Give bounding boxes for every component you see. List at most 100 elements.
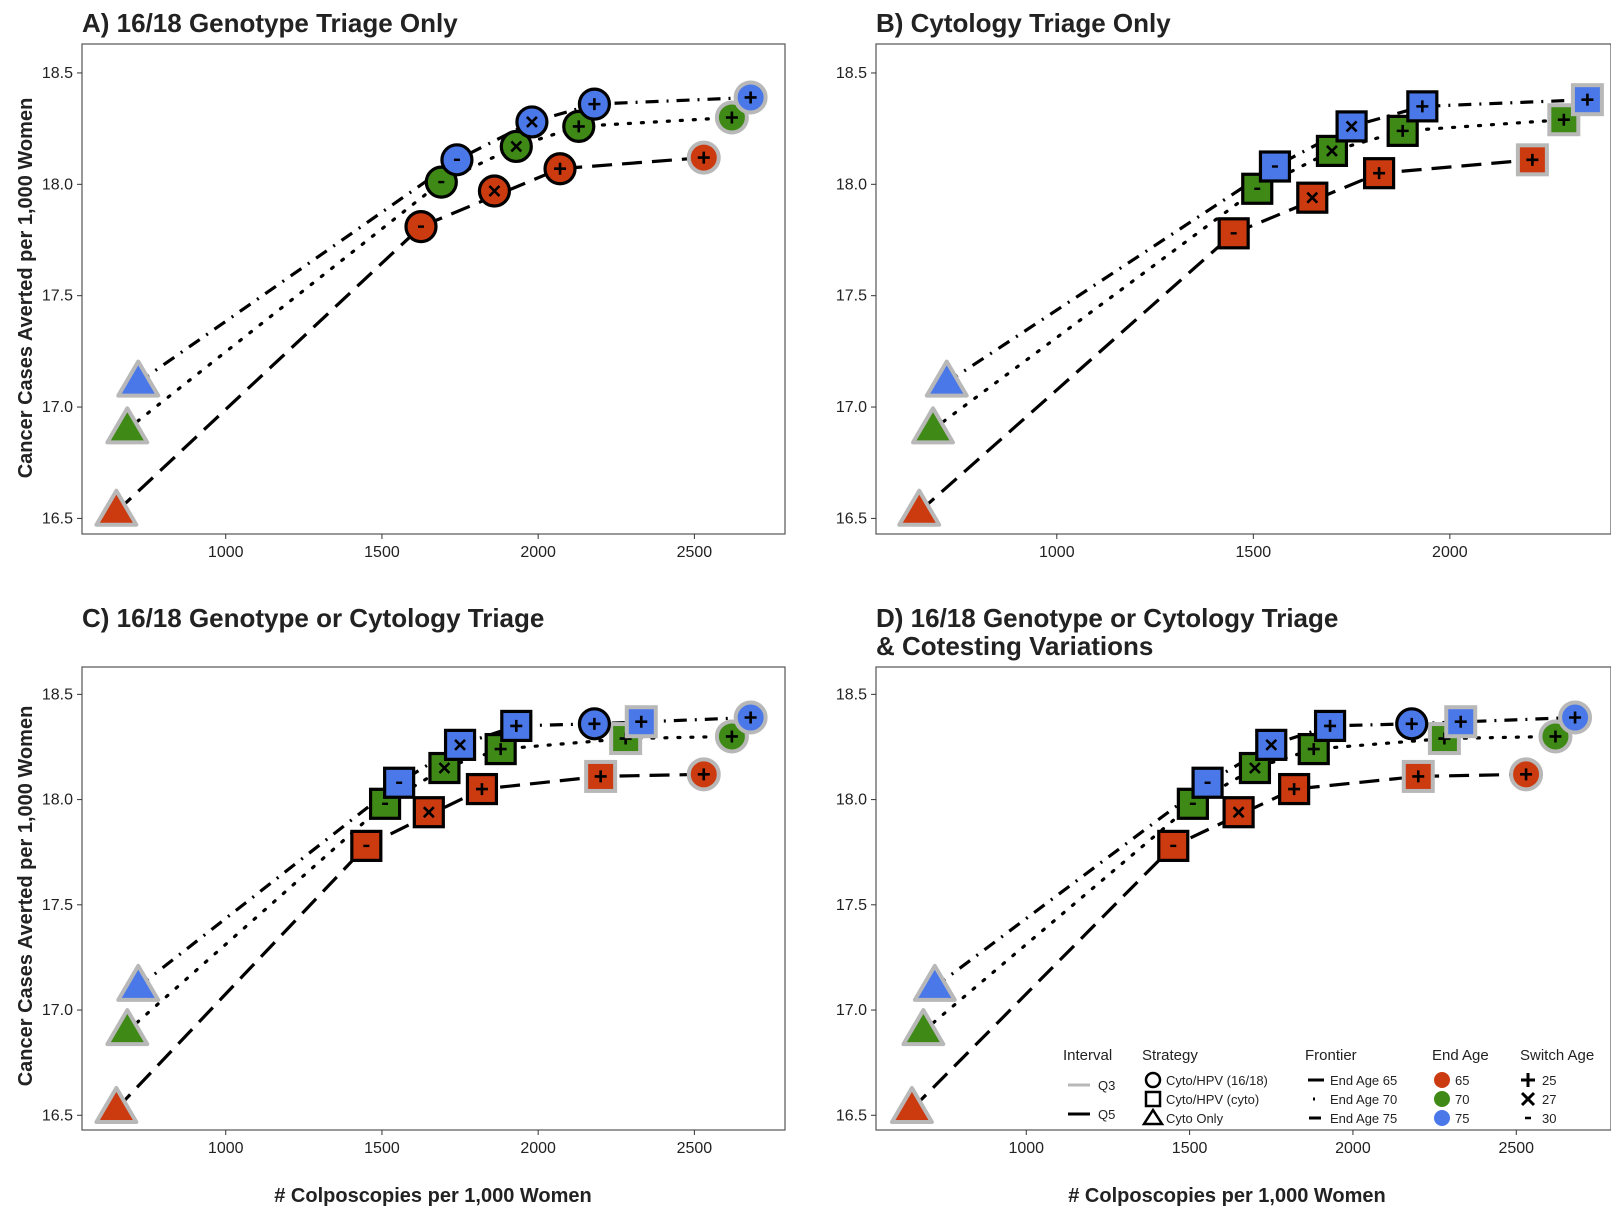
switch-age-25-plus-icon: [588, 98, 601, 111]
x-axis-label-left: # Colposcopies per 1,000 Women: [274, 1185, 592, 1207]
panel-d-title: D) 16/18 Genotype or Cytology Triage: [876, 603, 1338, 633]
point-triangle-end-age-75: [116, 963, 161, 1002]
panel-a-y-tick-label: 17.0: [42, 399, 73, 416]
frontier-line-end-age-65: [910, 772, 1527, 1111]
point-square-end-age-75: [1570, 83, 1604, 117]
panel-c: 1000 1500 2000 2500 16.5 17.0 17.5 18.0 18.5: [42, 666, 786, 1157]
point-triangle-end-age-75: [116, 359, 161, 398]
panel-d-x-tick-label: 1500: [1172, 1140, 1208, 1157]
switch-age-25-plus-icon: [725, 730, 738, 743]
panel-a-plot-area: [94, 80, 768, 527]
panel-a-x-tick-label: 1000: [208, 544, 244, 561]
switch-age-25-plus-icon: [475, 783, 488, 796]
point-triangle-end-age-70: [911, 406, 955, 445]
switch-age-25-plus-icon: [1454, 715, 1467, 728]
point-square-end-age-65: [584, 759, 618, 793]
panel-b-x-tick-label: 1500: [1236, 544, 1272, 561]
panel-c-x-tick-label: 2000: [520, 1140, 556, 1157]
switch-age-25-plus-icon: [1416, 100, 1429, 113]
switch-age-27-cross-icon: [1326, 144, 1338, 157]
switch-age-25-plus-icon: [697, 151, 710, 164]
switch-age-25-plus-icon: [510, 719, 523, 732]
legend-interval-q5: Q5: [1098, 1107, 1115, 1122]
switch-age-25-plus-icon: [1373, 167, 1386, 180]
point-square-end-age-75: [1335, 110, 1368, 143]
panel-b: 1000 1500 2000 16.5 17.0 17.5 18.0 18.5: [836, 43, 1611, 561]
switch-age-27-cross-icon: [422, 806, 435, 819]
panel-c-y-tick-label: 18.0: [42, 792, 73, 809]
panel-b-y-tick-label: 17.5: [836, 288, 867, 305]
legend-strategy-title: Strategy: [1142, 1047, 1198, 1064]
panel-d-y-tick-label: 18.5: [836, 686, 867, 703]
y-axis-label-top: Cancer Cases Averted per 1,000 Women: [15, 98, 37, 479]
panel-a-x-tick-label: 2500: [677, 544, 713, 561]
legend-end-age-65-swatch: [1434, 1072, 1450, 1088]
point-triangle-end-age-65: [94, 488, 139, 527]
legend-frontier-75: End Age 75: [1330, 1111, 1397, 1126]
legend-end-age-70: 70: [1455, 1092, 1469, 1107]
frontier-line-end-age-65: [115, 156, 704, 513]
switch-age-25-plus-icon: [635, 715, 648, 728]
panel-d-y-tick-label: 17.0: [836, 1002, 867, 1019]
panel-a-y-tick-label: 18.5: [42, 65, 73, 82]
point-triangle-end-age-65: [897, 488, 942, 527]
frontier-line-end-age-75: [945, 98, 1588, 384]
legend-strategy-cyto-only: Cyto Only: [1166, 1111, 1224, 1126]
panel-d-x-tick-label: 2500: [1498, 1140, 1534, 1157]
switch-age-25-plus-icon: [554, 162, 567, 175]
switch-age-25-plus-icon: [697, 768, 710, 781]
panel-d-plot-area: [889, 700, 1593, 1124]
panel-b-plot-area: [897, 83, 1604, 527]
panel-d-border: [875, 666, 1611, 1131]
switch-age-25-plus-icon: [1581, 93, 1594, 106]
switch-age-25-plus-icon: [1549, 730, 1562, 743]
panel-c-title: C) 16/18 Genotype or Cytology Triage: [82, 603, 544, 633]
switch-age-27-cross-icon: [526, 116, 538, 128]
switch-age-25-plus-icon: [1557, 113, 1570, 126]
legend-switch-age-title: Switch Age: [1520, 1047, 1594, 1064]
panel-b-title: B) Cytology Triage Only: [876, 8, 1171, 38]
point-triangle-end-age-65: [94, 1085, 139, 1124]
switch-age-27-cross-icon: [454, 738, 466, 751]
x-axis-label-right: # Colposcopies per 1,000 Women: [1068, 1185, 1386, 1207]
panel-b-border: [875, 43, 1611, 535]
panel-d: 1000 1500 2000 2500 16.5 17.0 17.5 18.0 18.5: [836, 666, 1611, 1157]
switch-age-25-plus-icon: [594, 770, 607, 783]
frontier-line-end-age-75: [137, 95, 751, 384]
legend-strategy-cyto: Cyto/HPV (cyto): [1166, 1092, 1259, 1107]
frontier-line-end-age-70: [125, 115, 734, 431]
point-triangle-end-age-75: [912, 963, 957, 1002]
panel-b-y-tick-label: 17.0: [836, 399, 867, 416]
switch-age-25-plus-icon: [572, 120, 585, 133]
switch-age-25-plus-icon: [1307, 743, 1320, 756]
panel-d-y-tick-label: 18.0: [836, 792, 867, 809]
switch-age-25-plus-icon: [588, 717, 601, 730]
legend-switch-27: 27: [1542, 1092, 1556, 1107]
panel-d-x-tick-label: 1000: [1008, 1140, 1044, 1157]
panel-a-x-tick-label: 2000: [520, 544, 556, 561]
legend-end-age-70-swatch: [1434, 1091, 1450, 1107]
legend-end-age-75: 75: [1455, 1111, 1469, 1126]
legend-frontier-title: Frontier: [1305, 1047, 1357, 1064]
switch-age-25-plus-icon: [725, 111, 738, 124]
legend-switch-25: 25: [1542, 1073, 1556, 1088]
panel-c-y-tick-label: 16.5: [42, 1107, 73, 1124]
panel-a: 1000 1500 2000 2500 16.5 17.0 17.5 18.0 18.5: [42, 43, 786, 561]
switch-age-27-cross-icon: [438, 762, 451, 774]
legend-end-age-75-swatch: [1434, 1110, 1450, 1126]
y-axis-label-bottom: Cancer Cases Averted per 1,000 Women: [15, 706, 37, 1087]
panel-a-x-tick-label: 1500: [364, 544, 400, 561]
point-square-end-age-75: [500, 709, 533, 743]
panel-b-y-tick-label: 16.5: [836, 510, 867, 527]
point-square-end-age-65: [1296, 181, 1329, 214]
switch-age-25-plus-icon: [1405, 717, 1418, 730]
point-triangle-end-age-70: [901, 1008, 946, 1047]
panel-a-title: A) 16/18 Genotype Triage Only: [82, 8, 458, 38]
switch-age-25-plus-icon: [1526, 153, 1539, 166]
switch-age-25-plus-icon: [494, 743, 507, 756]
switch-age-27-cross-icon: [1249, 762, 1261, 774]
legend-triangle-icon: [1141, 1107, 1165, 1126]
legend-frontier-65: End Age 65: [1330, 1073, 1397, 1088]
legend: Interval Q3 Q5 Strategy Cyto/HPV (16/18)…: [1063, 1047, 1594, 1126]
